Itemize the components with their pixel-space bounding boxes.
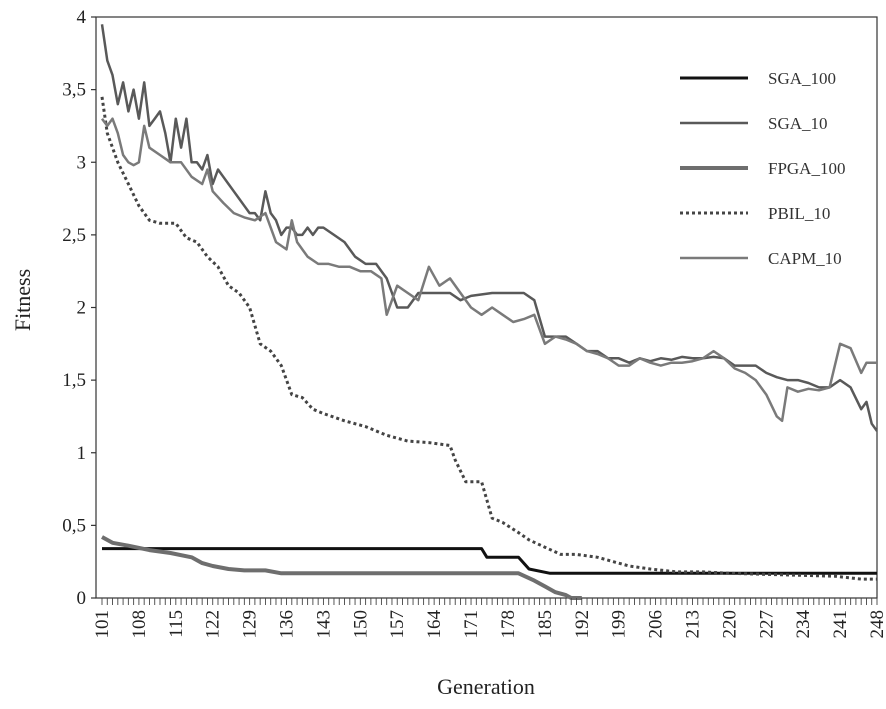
y-tick-label: 3 [77,152,87,173]
x-tick-label: 129 [240,610,261,639]
x-tick-label: 171 [461,610,482,639]
x-tick-label: 220 [719,610,740,639]
legend-label: SGA_10 [768,114,828,133]
x-tick-label: 248 [867,610,886,639]
x-tick-label: 178 [498,610,519,639]
x-tick-label: 157 [387,610,408,639]
x-tick-label: 199 [609,610,630,639]
series-line-fpga-100 [101,535,582,600]
x-tick-label: 101 [92,610,113,639]
series-line-sga-100 [102,547,877,575]
y-tick-label: 2 [77,298,87,319]
y-tick-label: 0 [77,588,87,609]
y-axis-title: Fitness [10,269,35,331]
x-tick-label: 185 [535,610,556,639]
x-tick-label: 206 [646,610,667,639]
legend-label: PBIL_10 [768,204,830,223]
x-tick-label: 122 [203,610,224,639]
x-axis: 101 108 115 122 129 136 143 150 157 164 171 178 185 1… [92,598,886,639]
x-tick-label: 227 [756,610,777,639]
y-tick-label: 3,5 [62,80,86,101]
x-tick-label: 108 [129,610,150,639]
series-line-capm-10 [100,117,877,423]
x-tick-label: 241 [830,610,851,639]
x-tick-label: 115 [166,610,187,638]
x-tick-label: 136 [277,610,298,639]
x-axis-title: Generation [437,674,535,699]
y-axis: 0 0,5 1 1,5 2 2,5 3 3,5 4 [62,7,96,609]
x-tick-label: 192 [572,610,593,639]
x-tick-label: 234 [793,610,814,639]
legend-label: FPGA_100 [768,159,845,178]
y-tick-label: 4 [77,7,87,28]
x-tick-label: 213 [682,610,703,639]
x-tick-label: 164 [424,610,445,639]
x-tick-label: 150 [350,610,371,639]
legend-label: CAPM_10 [768,249,842,268]
y-tick-label: 2,5 [62,225,86,246]
y-tick-label: 1 [77,443,87,464]
x-tick-label: 143 [313,610,334,639]
y-tick-label: 0,5 [62,515,86,536]
legend-label: SGA_100 [768,69,836,88]
y-tick-label: 1,5 [62,370,86,391]
legend: SGA_100 SGA_10 FPGA_100 PBIL_10 CAPM_10 [680,69,845,268]
